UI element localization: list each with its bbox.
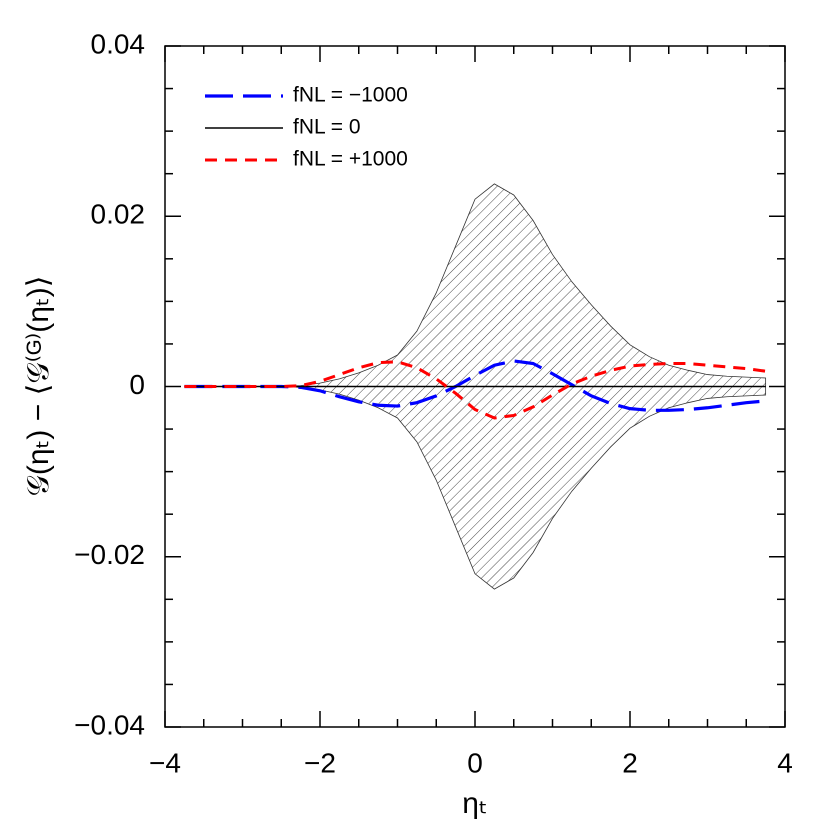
- x-tick-label: −2: [304, 747, 336, 778]
- legend-label: fNL = 0: [293, 116, 361, 139]
- y-tick-label: 0.02: [91, 199, 146, 230]
- y-tick-label: 0: [129, 369, 145, 400]
- legend-label: fNL = −1000: [293, 84, 408, 107]
- line-series: [184, 360, 766, 420]
- x-tick-label: 4: [777, 747, 793, 778]
- x-tick-label: 2: [622, 747, 638, 778]
- legend-label: fNL = +1000: [293, 148, 408, 171]
- y-axis-label: 𝒢(ηₜ) − ⟨𝒢⁽ᴳ⁾(ηₜ)⟩: [22, 276, 55, 497]
- x-axis-label: ηₜ: [462, 787, 488, 820]
- y-tick-label: −0.04: [74, 709, 145, 740]
- y-tick-label: 0.04: [91, 28, 146, 59]
- x-tick-label: −4: [149, 747, 181, 778]
- x-tick-label: 0: [467, 747, 483, 778]
- y-tick-label: −0.02: [74, 539, 145, 570]
